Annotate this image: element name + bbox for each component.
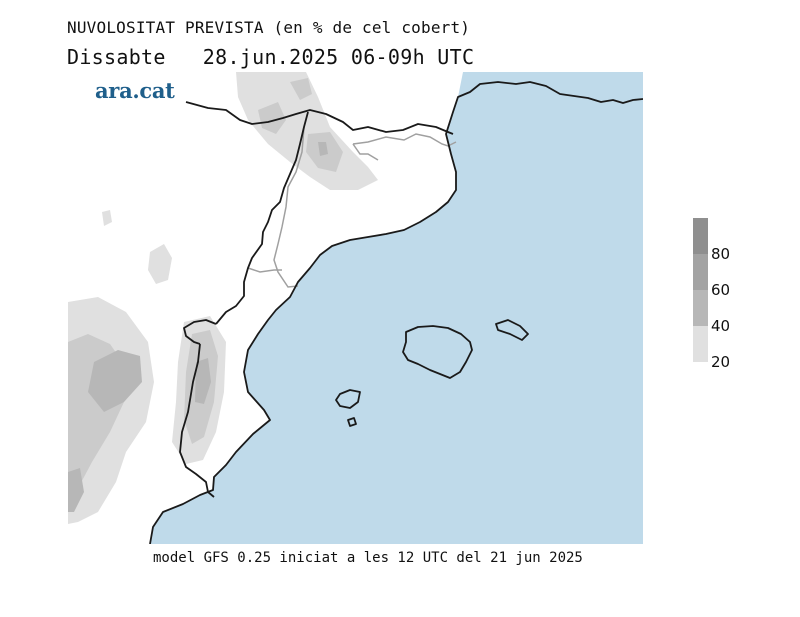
legend-swatch-80 xyxy=(693,254,708,290)
legend-swatch-60 xyxy=(693,290,708,326)
cloud-cover-layer xyxy=(68,72,378,524)
cloud-cover-map xyxy=(68,72,643,544)
model-info: model GFS 0.25 iniciat a les 12 UTC del … xyxy=(153,550,583,566)
legend-swatch-top xyxy=(693,218,708,254)
sea-area xyxy=(150,72,643,544)
legend-swatch-20 xyxy=(693,326,708,362)
forecast-date: 28.jun.2025 xyxy=(202,45,339,69)
map-title: NUVOLOSITAT PREVISTA (en % de cel cobert… xyxy=(67,18,471,37)
forecast-time-range: 06-09h UTC xyxy=(350,45,475,69)
coastline xyxy=(149,81,643,544)
legend-label-40: 40 xyxy=(711,317,731,335)
cloud-cover-legend: 80 60 40 20 xyxy=(693,218,753,371)
legend-label-60: 60 xyxy=(711,281,731,299)
forecast-timestamp: Dissabte 28.jun.2025 06-09h UTC xyxy=(67,45,474,69)
administrative-borders xyxy=(247,126,457,288)
forecast-day: Dissabte xyxy=(67,45,166,69)
legend-label-80: 80 xyxy=(711,245,731,263)
ara-cat-logo[interactable]: ara.cat xyxy=(95,78,175,103)
legend-label-20: 20 xyxy=(711,353,731,371)
